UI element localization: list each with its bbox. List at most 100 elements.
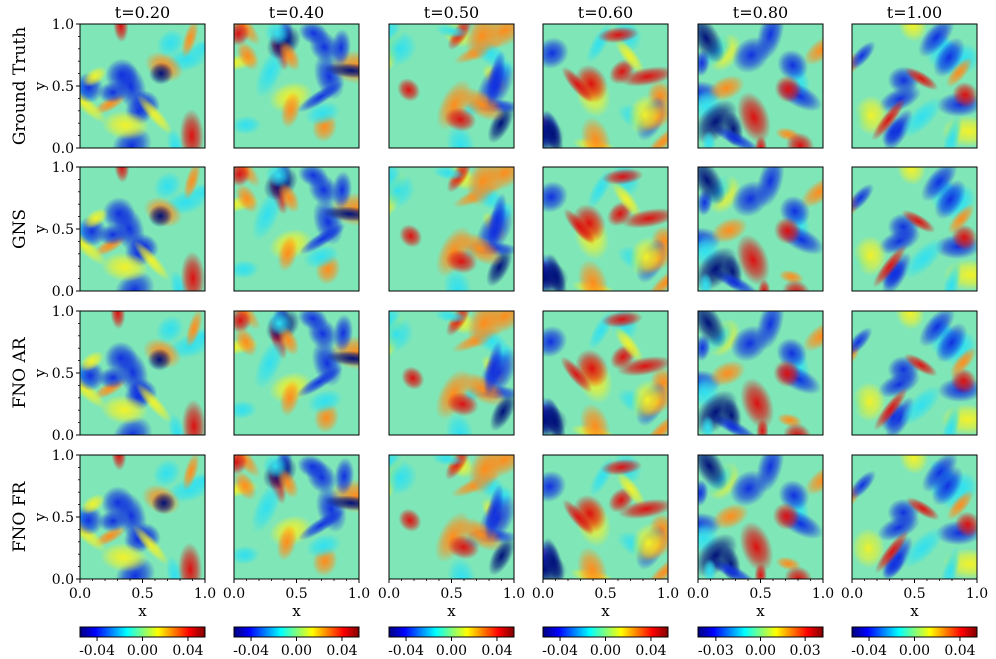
panel-frame bbox=[233, 23, 360, 149]
x-tick-label: 0.5 bbox=[594, 586, 616, 602]
x-tick-label: 0.5 bbox=[749, 586, 771, 602]
y-axis-label: y bbox=[31, 224, 49, 234]
row-label: GNS bbox=[10, 209, 30, 249]
field-blob bbox=[468, 455, 502, 495]
field-blob bbox=[617, 498, 668, 520]
colorbar-tick-label: -0.03 bbox=[698, 643, 734, 659]
field-blob bbox=[941, 261, 962, 291]
field-blob bbox=[918, 24, 955, 58]
field-blob bbox=[935, 322, 968, 363]
field-blob bbox=[235, 184, 259, 213]
field-blob bbox=[486, 50, 506, 107]
field-blob bbox=[446, 392, 479, 417]
y-axis-label: y bbox=[31, 368, 49, 378]
colorbar-tick-label: 0.00 bbox=[127, 643, 158, 659]
x-tick-label: 1.0 bbox=[348, 586, 370, 602]
field-blob bbox=[299, 223, 346, 255]
field-blob bbox=[234, 167, 251, 187]
field-blob bbox=[898, 24, 928, 42]
field-blob bbox=[252, 188, 283, 241]
field-blob bbox=[132, 524, 169, 565]
field-blob bbox=[543, 260, 569, 291]
colorbar bbox=[851, 626, 978, 638]
x-tick-label: 0.0 bbox=[69, 586, 91, 602]
field-blob bbox=[562, 499, 595, 536]
field-blob bbox=[80, 493, 106, 515]
field-blob bbox=[298, 24, 329, 45]
field-blob bbox=[881, 402, 906, 432]
field-blob bbox=[620, 208, 668, 229]
y-tick-label: 0.0 bbox=[52, 572, 74, 588]
field-blob bbox=[445, 249, 478, 274]
field-blob bbox=[698, 24, 725, 63]
field-blob bbox=[700, 415, 715, 435]
row-label: FNO AR bbox=[10, 336, 30, 408]
field-blob bbox=[149, 62, 174, 85]
field-blob bbox=[431, 455, 465, 467]
field-blob bbox=[615, 470, 646, 508]
field-blob bbox=[945, 57, 973, 88]
field-blob bbox=[947, 204, 975, 235]
colorbar bbox=[79, 626, 206, 638]
field-blob bbox=[80, 351, 104, 372]
field-blob bbox=[265, 167, 291, 188]
field-blob bbox=[180, 251, 205, 291]
field-blob bbox=[619, 66, 668, 87]
field-blob bbox=[881, 259, 906, 289]
field-panel bbox=[543, 24, 668, 148]
field-blob bbox=[99, 542, 148, 573]
field-blob bbox=[266, 311, 292, 336]
field-blob bbox=[698, 311, 727, 348]
field-blob bbox=[465, 24, 499, 62]
field-blob bbox=[101, 486, 135, 520]
field-blob bbox=[563, 208, 596, 245]
colorbar-tick-label: 0.04 bbox=[172, 643, 203, 659]
field-blob bbox=[148, 204, 173, 228]
x-axis-label: x bbox=[138, 602, 147, 620]
field-panel bbox=[543, 311, 668, 435]
field-blob bbox=[871, 97, 906, 141]
field-blob bbox=[262, 455, 288, 479]
field-blob bbox=[104, 341, 138, 375]
x-tick-label: 0.0 bbox=[223, 586, 245, 602]
field-blob bbox=[483, 340, 503, 398]
field-blob bbox=[852, 381, 887, 422]
y-axis-label: y bbox=[31, 81, 49, 91]
column-title: t=0.60 bbox=[578, 3, 633, 22]
field-blob bbox=[899, 455, 929, 475]
field-blob bbox=[136, 94, 173, 135]
field-blob bbox=[297, 81, 344, 113]
row-label: FNO FR bbox=[10, 480, 30, 552]
colorbar-tick-label: 0.04 bbox=[944, 643, 975, 659]
field-panel bbox=[80, 167, 205, 291]
field-blob bbox=[447, 557, 476, 579]
field-blob bbox=[905, 497, 940, 521]
field-blob bbox=[401, 366, 425, 390]
field-blob bbox=[234, 24, 250, 46]
field-blob bbox=[277, 235, 298, 272]
panel-frame bbox=[697, 310, 824, 436]
field-blob bbox=[489, 391, 514, 432]
field-blob bbox=[852, 183, 874, 213]
colorbar-tick-label: -0.04 bbox=[388, 643, 424, 659]
field-blob bbox=[113, 24, 129, 43]
field-blob bbox=[576, 546, 608, 579]
y-tick-label: 1.0 bbox=[52, 17, 74, 33]
field-blob bbox=[782, 279, 811, 291]
field-blob bbox=[296, 366, 343, 398]
x-axis-label: x bbox=[601, 602, 610, 620]
field-blob bbox=[646, 555, 668, 579]
field-blob bbox=[264, 24, 290, 46]
field-blob bbox=[853, 235, 888, 276]
field-blob bbox=[561, 66, 594, 103]
field-blob bbox=[543, 117, 565, 148]
field-blob bbox=[188, 182, 205, 201]
field-blob bbox=[112, 416, 153, 435]
field-blob bbox=[110, 311, 126, 330]
field-blob bbox=[102, 197, 136, 231]
field-blob bbox=[133, 240, 170, 281]
y-axis-label: y bbox=[31, 512, 49, 522]
x-tick-label: 0.0 bbox=[687, 586, 709, 602]
field-panel bbox=[80, 311, 205, 435]
panel-grid bbox=[76, 23, 978, 583]
